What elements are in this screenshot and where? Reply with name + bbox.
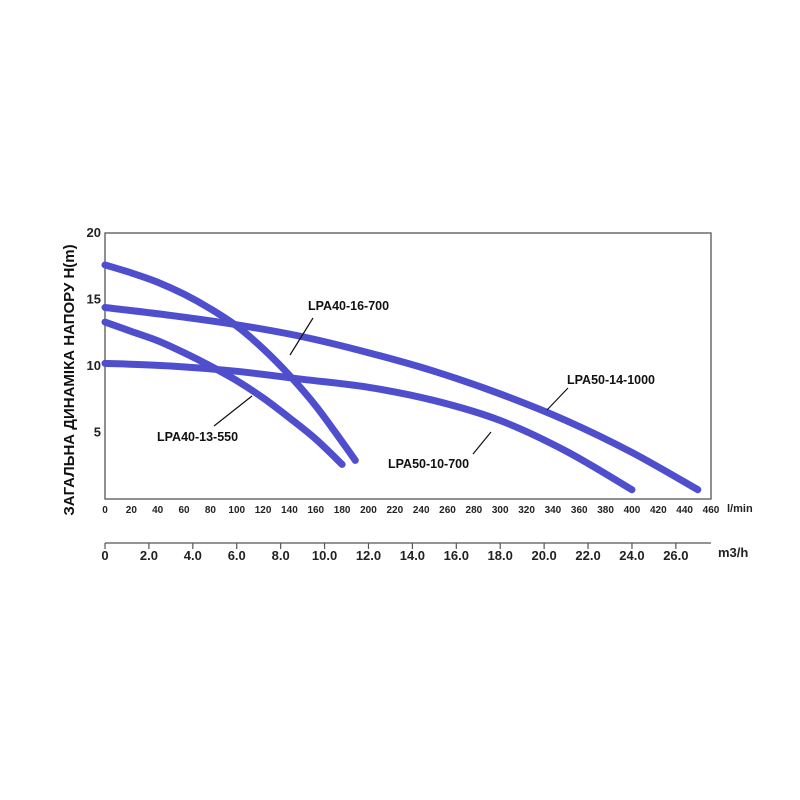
x-tick-label: 260 (439, 505, 456, 516)
y-tick-label: 15 (87, 292, 101, 307)
x-tick-label: 460 (703, 505, 720, 516)
leader-line-lpa50-14-1000 (546, 387, 569, 411)
x2-tick-label: 4.0 (184, 548, 202, 563)
x-tick-label: 140 (281, 505, 298, 516)
x2-tick-label: 22.0 (575, 548, 600, 563)
series-line-lpa50-14-1000 (101, 303, 702, 494)
x2-tick-label: 0 (101, 548, 108, 563)
series-label-lpa50-10-700: LPA50-10-700 (388, 457, 469, 471)
x-tick-label: 0 (102, 505, 108, 516)
series-label-lpa40-13-550: LPA40-13-550 (157, 430, 238, 444)
x-axis-unit-lmin: l/min (727, 503, 753, 515)
x-tick-label: 440 (676, 505, 693, 516)
x-ticks: 0 20 40 60 80 100 120 140 160 180 200 220 240 260 280 3… (102, 505, 720, 516)
x2-tick-label: 14.0 (400, 548, 425, 563)
x2-tick-label: 26.0 (663, 548, 688, 563)
x2-tick-label: 6.0 (228, 548, 246, 563)
x2-tick-label: 20.0 (531, 548, 556, 563)
x-tick-label: 60 (178, 505, 190, 516)
x-tick-label: 420 (650, 505, 667, 516)
series-label-lpa50-14-1000: LPA50-14-1000 (567, 373, 655, 387)
x-tick-label: 340 (545, 505, 562, 516)
x2-tick-label: 8.0 (272, 548, 290, 563)
x2-tick-label: 18.0 (488, 548, 513, 563)
x-tick-label: 200 (360, 505, 377, 516)
leader-line-lpa40-13-550 (213, 395, 253, 427)
x-tick-label: 100 (228, 505, 245, 516)
x-tick-label: 120 (255, 505, 272, 516)
x2-tick-label: 10.0 (312, 548, 337, 563)
leader-line-lpa50-10-700 (472, 431, 492, 455)
x-tick-label: 220 (386, 505, 403, 516)
leader-line-lpa40-16-700 (289, 317, 314, 356)
x2-tick-label: 2.0 (140, 548, 158, 563)
y-axis-label: ЗАГАЛЬНА ДИНАМІКА НАПОРУ H(m) (61, 244, 78, 515)
y-ticks: 20 15 10 5 (87, 225, 101, 440)
x2-ticks: 0 2.0 4.0 6.0 8.0 10.0 12.0 14.0 16.0 18.0 20.0 22.… (101, 543, 689, 563)
x2-tick-label: 16.0 (444, 548, 469, 563)
x-tick-label: 280 (466, 505, 483, 516)
x-tick-label: 160 (307, 505, 324, 516)
y-tick-label: 20 (87, 225, 101, 240)
x-tick-label: 400 (624, 505, 641, 516)
x-tick-label: 360 (571, 505, 588, 516)
x-tick-label: 80 (205, 505, 217, 516)
x-tick-label: 180 (334, 505, 351, 516)
x-tick-label: 20 (126, 505, 138, 516)
x2-axis-unit-m3h: m3/h (718, 545, 748, 560)
series-line-lpa50-10-700 (101, 359, 636, 494)
x-tick-label: 380 (597, 505, 614, 516)
x-tick-label: 40 (152, 505, 164, 516)
y-tick-label: 5 (94, 425, 101, 440)
x2-tick-label: 24.0 (619, 548, 644, 563)
x-tick-label: 240 (413, 505, 430, 516)
y-tick-label: 10 (87, 358, 101, 373)
series-label-lpa40-16-700: LPA40-16-700 (308, 299, 389, 313)
x2-tick-label: 12.0 (356, 548, 381, 563)
x-tick-label: 300 (492, 505, 509, 516)
series-lines (101, 261, 702, 494)
x-tick-label: 320 (518, 505, 535, 516)
